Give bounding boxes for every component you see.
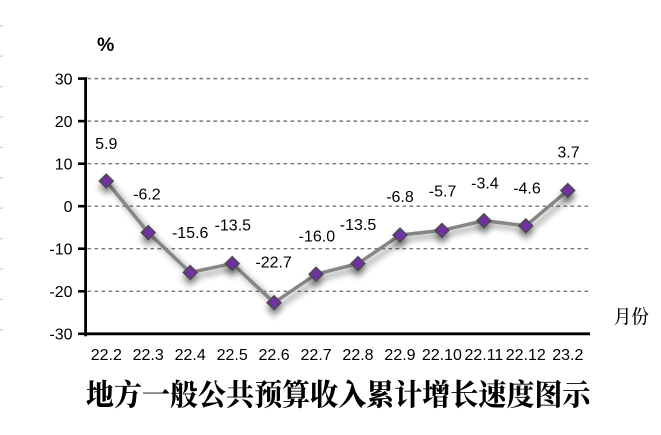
svg-text:-30: -30 (49, 327, 72, 344)
svg-text:22.3: 22.3 (133, 347, 164, 364)
svg-text:0: 0 (64, 199, 73, 216)
svg-text:22.10: 22.10 (422, 347, 462, 364)
svg-text:22.9: 22.9 (384, 347, 415, 364)
svg-text:22.12: 22.12 (506, 347, 546, 364)
svg-text:-22.7: -22.7 (255, 254, 292, 271)
svg-text:20: 20 (55, 114, 73, 131)
svg-text:-6.2: -6.2 (133, 186, 161, 203)
svg-text:5.9: 5.9 (95, 136, 117, 153)
svg-text:-10: -10 (49, 241, 72, 258)
svg-text:-13.5: -13.5 (340, 217, 377, 234)
svg-text:%: % (97, 34, 114, 56)
svg-text:30: 30 (55, 71, 73, 88)
svg-text:-5.7: -5.7 (429, 184, 457, 201)
svg-text:22.11: 22.11 (464, 347, 503, 364)
svg-text:-15.6: -15.6 (172, 225, 209, 242)
svg-text:-13.5: -13.5 (215, 217, 252, 234)
svg-text:3.7: 3.7 (557, 144, 579, 161)
svg-text:22.2: 22.2 (91, 347, 122, 364)
svg-text:-4.6: -4.6 (513, 181, 541, 198)
svg-text:-20: -20 (49, 284, 72, 301)
svg-text:23.2: 23.2 (552, 347, 583, 364)
svg-text:22.8: 22.8 (342, 347, 373, 364)
svg-text:22.5: 22.5 (217, 347, 248, 364)
svg-text:10: 10 (55, 156, 73, 173)
svg-text:22.6: 22.6 (259, 347, 290, 364)
svg-text:-16.0: -16.0 (299, 229, 336, 246)
svg-text:22.7: 22.7 (301, 347, 332, 364)
svg-text:22.4: 22.4 (175, 347, 206, 364)
svg-text:-6.8: -6.8 (386, 189, 414, 206)
svg-text:-3.4: -3.4 (471, 176, 499, 193)
